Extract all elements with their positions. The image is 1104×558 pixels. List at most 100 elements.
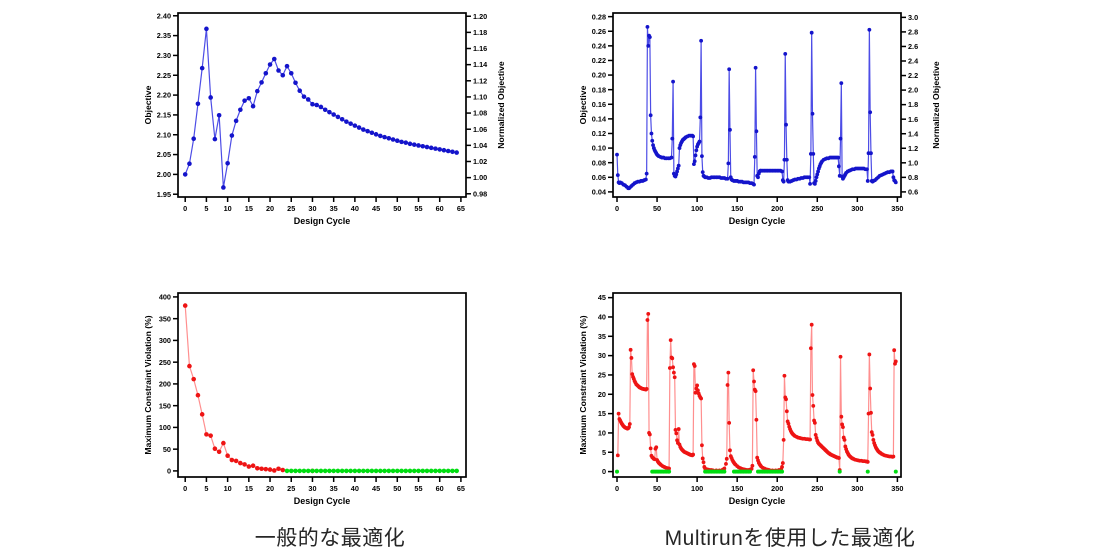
svg-text:2.30: 2.30 [157, 51, 171, 60]
svg-text:0.28: 0.28 [592, 12, 606, 21]
svg-text:300: 300 [851, 484, 863, 493]
svg-text:50: 50 [393, 204, 401, 213]
svg-text:60: 60 [436, 204, 444, 213]
svg-text:1.18: 1.18 [473, 28, 487, 37]
svg-text:0.14: 0.14 [592, 114, 607, 123]
svg-text:2.05: 2.05 [157, 150, 171, 159]
svg-text:Maximum Constraint Violation (: Maximum Constraint Violation (%) [578, 315, 588, 454]
svg-text:65: 65 [457, 204, 465, 213]
svg-text:Design Cycle: Design Cycle [294, 496, 351, 506]
svg-text:15: 15 [245, 204, 253, 213]
svg-text:2.00: 2.00 [157, 170, 171, 179]
svg-text:15: 15 [245, 484, 253, 493]
svg-text:0.04: 0.04 [592, 187, 607, 196]
svg-text:1.2: 1.2 [908, 144, 918, 153]
svg-text:0.6: 0.6 [908, 188, 918, 197]
svg-text:55: 55 [414, 484, 422, 493]
svg-text:2.25: 2.25 [157, 71, 171, 80]
svg-text:45: 45 [372, 204, 380, 213]
svg-text:2.35: 2.35 [157, 31, 171, 40]
svg-text:25: 25 [287, 484, 295, 493]
svg-text:5: 5 [602, 448, 606, 457]
svg-text:45: 45 [598, 293, 606, 302]
svg-text:250: 250 [811, 484, 823, 493]
svg-text:200: 200 [159, 380, 171, 389]
svg-text:0.20: 0.20 [592, 71, 606, 80]
violation-standard-chart: 0 5 10 15 20 25 30 35 40 45 50 55 60 65 0 50 100 150 200 25… [143, 292, 467, 506]
svg-text:50: 50 [653, 204, 661, 213]
svg-text:1.16: 1.16 [473, 44, 487, 53]
svg-text:Design Cycle: Design Cycle [729, 496, 786, 506]
svg-text:1.95: 1.95 [157, 190, 171, 199]
chart-objective-standard: 0 5 10 15 20 25 30 35 40 45 50 55 60 65 1.95 2.00 2.05 2.… [140, 0, 520, 248]
svg-text:35: 35 [598, 332, 606, 341]
svg-text:35: 35 [330, 484, 338, 493]
svg-text:200: 200 [771, 484, 783, 493]
svg-text:1.20: 1.20 [473, 12, 487, 21]
svg-text:40: 40 [351, 484, 359, 493]
svg-text:20: 20 [266, 204, 274, 213]
svg-text:1.00: 1.00 [473, 173, 487, 182]
svg-text:Normalized Objective: Normalized Objective [931, 61, 941, 149]
svg-text:50: 50 [163, 445, 171, 454]
svg-text:1.14: 1.14 [473, 60, 488, 69]
svg-text:0: 0 [183, 204, 187, 213]
svg-text:150: 150 [159, 401, 171, 410]
svg-text:50: 50 [653, 484, 661, 493]
svg-text:10: 10 [598, 429, 606, 438]
svg-text:3.0: 3.0 [908, 13, 918, 22]
svg-text:0: 0 [602, 467, 606, 476]
svg-text:2.4: 2.4 [908, 57, 919, 66]
svg-text:0.12: 0.12 [592, 129, 606, 138]
svg-text:5: 5 [204, 484, 208, 493]
svg-text:100: 100 [159, 423, 171, 432]
svg-text:15: 15 [598, 409, 606, 418]
svg-text:2.40: 2.40 [157, 11, 171, 20]
svg-text:Objective: Objective [578, 85, 588, 124]
svg-text:50: 50 [393, 484, 401, 493]
svg-text:250: 250 [159, 358, 171, 367]
svg-text:55: 55 [414, 204, 422, 213]
svg-text:0.06: 0.06 [592, 173, 606, 182]
svg-text:Objective: Objective [143, 85, 153, 124]
svg-text:0.24: 0.24 [592, 41, 607, 50]
svg-text:30: 30 [308, 204, 316, 213]
svg-text:2.20: 2.20 [157, 91, 171, 100]
svg-text:150: 150 [731, 484, 743, 493]
svg-text:200: 200 [771, 204, 783, 213]
svg-text:65: 65 [457, 484, 465, 493]
svg-text:0.18: 0.18 [592, 85, 606, 94]
svg-text:30: 30 [308, 484, 316, 493]
svg-text:20: 20 [266, 484, 274, 493]
svg-text:0.26: 0.26 [592, 27, 606, 36]
svg-text:0.08: 0.08 [592, 158, 606, 167]
svg-text:40: 40 [351, 204, 359, 213]
svg-text:Design Cycle: Design Cycle [294, 216, 351, 226]
svg-text:350: 350 [159, 314, 171, 323]
svg-text:2.6: 2.6 [908, 42, 918, 51]
svg-text:350: 350 [891, 484, 903, 493]
svg-text:2.10: 2.10 [157, 130, 171, 139]
svg-text:60: 60 [436, 484, 444, 493]
svg-text:350: 350 [891, 204, 903, 213]
svg-text:0.10: 0.10 [592, 144, 606, 153]
svg-text:100: 100 [691, 204, 703, 213]
svg-text:300: 300 [851, 204, 863, 213]
svg-text:0.8: 0.8 [908, 173, 918, 182]
chart-violation-standard: 0 5 10 15 20 25 30 35 40 45 50 55 60 65 0 50 100 150 200 25… [140, 280, 520, 528]
svg-text:1.10: 1.10 [473, 93, 487, 102]
svg-text:2.15: 2.15 [157, 111, 171, 120]
svg-text:1.8: 1.8 [908, 100, 918, 109]
svg-text:0: 0 [167, 467, 171, 476]
svg-text:300: 300 [159, 336, 171, 345]
svg-text:5: 5 [204, 204, 208, 213]
svg-text:40: 40 [598, 313, 606, 322]
svg-text:150: 150 [731, 204, 743, 213]
svg-text:1.08: 1.08 [473, 109, 487, 118]
caption-standard-optimization: 一般的な最適化 [254, 527, 406, 550]
svg-text:1.0: 1.0 [908, 158, 918, 167]
svg-text:Normalized Objective: Normalized Objective [496, 61, 506, 149]
svg-text:1.04: 1.04 [473, 141, 488, 150]
svg-text:10: 10 [224, 484, 232, 493]
